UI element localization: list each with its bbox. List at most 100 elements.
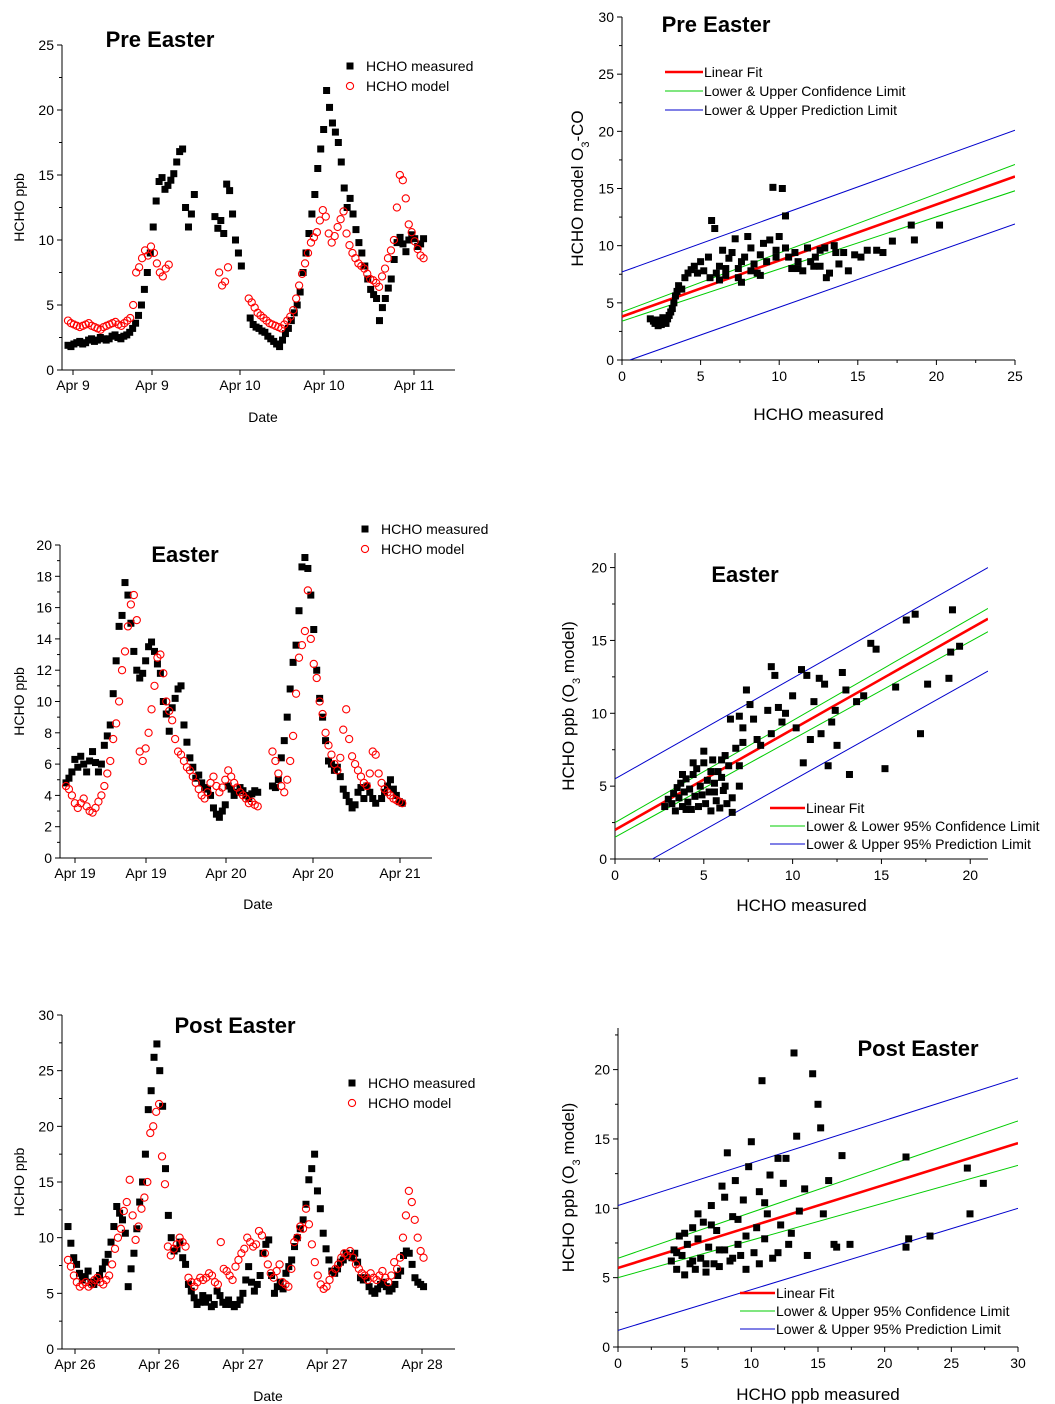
- data-point-model: [291, 689, 301, 698]
- data-point: [739, 724, 747, 732]
- y-axis-label: HCHO ppb: [11, 1148, 27, 1217]
- y-axis-label: HCHO ppb: [11, 173, 27, 242]
- x-tick-label: 15: [874, 867, 890, 883]
- data-point-measured: [101, 1258, 109, 1266]
- data-point: [684, 798, 692, 806]
- data-point-measured: [336, 773, 344, 781]
- data-point-model: [334, 1260, 343, 1269]
- legend-label: HCHO model: [366, 78, 449, 94]
- data-point: [664, 795, 672, 803]
- data-point-measured: [130, 1249, 138, 1257]
- data-point: [794, 265, 802, 273]
- data-point: [810, 262, 818, 270]
- data-point: [689, 1224, 697, 1232]
- data-point-measured: [396, 233, 404, 241]
- y-tick-label: 20: [38, 102, 54, 118]
- data-point-model: [315, 697, 324, 706]
- data-point-measured: [229, 210, 237, 218]
- data-point: [700, 267, 708, 275]
- data-point: [683, 1240, 691, 1248]
- series-model: [63, 170, 428, 334]
- legend-label: Lower & Lower 95% Confidence Limit: [806, 818, 1040, 834]
- data-point-measured: [373, 295, 381, 302]
- data-point-model: [339, 207, 348, 216]
- data-point-measured: [136, 674, 144, 682]
- data-point: [863, 246, 871, 254]
- legend: HCHO measured HCHO model: [345, 58, 473, 94]
- data-point: [686, 785, 694, 793]
- data-point-model: [72, 1278, 81, 1287]
- data-point-measured: [74, 763, 82, 771]
- data-point-model: [150, 681, 159, 690]
- data-point: [799, 759, 807, 767]
- x-axis-label: HCHO measured: [753, 405, 883, 424]
- y-tick-label: 15: [591, 632, 607, 648]
- data-point: [737, 1251, 745, 1259]
- data-point-measured: [302, 249, 310, 257]
- data-point-measured: [83, 768, 91, 776]
- data-point-model: [209, 772, 218, 781]
- data-point-measured: [190, 1294, 198, 1302]
- data-point: [725, 254, 733, 262]
- data-point-measured: [150, 647, 158, 655]
- data-point: [718, 756, 726, 764]
- data-point-measured: [394, 1272, 402, 1280]
- data-point: [816, 246, 824, 254]
- data-point: [728, 808, 736, 816]
- chart-title: Post Easter: [174, 1013, 295, 1038]
- data-point: [844, 267, 852, 275]
- data-point-model: [110, 1244, 120, 1253]
- y-tick-label: 0: [606, 352, 614, 368]
- data-point: [791, 249, 799, 257]
- data-point: [798, 666, 805, 674]
- y-tick-label: 30: [38, 1007, 54, 1023]
- y-tick-label: 15: [38, 167, 54, 183]
- data-point-model: [119, 1206, 128, 1216]
- data-point-measured: [327, 760, 335, 768]
- data-point-measured: [322, 737, 330, 745]
- data-point-model: [137, 1204, 146, 1213]
- y-tick-label: 0: [44, 850, 52, 866]
- data-point-measured: [236, 1296, 244, 1304]
- data-point-measured: [301, 554, 309, 562]
- data-point: [755, 1188, 763, 1196]
- data-point-model: [214, 268, 224, 277]
- data-point-measured: [271, 784, 279, 792]
- data-point-model: [331, 1264, 340, 1273]
- data-point-measured: [211, 213, 219, 221]
- data-point-model: [93, 1273, 102, 1282]
- data-point: [705, 1243, 713, 1251]
- data-point: [681, 1271, 689, 1279]
- data-point-model: [81, 1278, 90, 1287]
- data-point-measured: [73, 1260, 81, 1268]
- data-point-measured: [405, 1249, 413, 1257]
- data-point-model: [274, 769, 283, 778]
- data-point: [671, 292, 679, 300]
- data-point-measured: [411, 1274, 419, 1282]
- data-point-model: [321, 728, 330, 737]
- data-point-measured: [313, 666, 321, 674]
- data-point-measured: [121, 579, 129, 587]
- data-point-model: [333, 222, 342, 232]
- data-point: [670, 789, 678, 797]
- data-point: [766, 1171, 774, 1179]
- data-point-model: [246, 1237, 255, 1247]
- x-tick-label: Apr 10: [219, 377, 260, 393]
- data-point-model: [345, 1246, 355, 1256]
- data-point-model: [333, 766, 342, 775]
- data-point-measured: [190, 191, 198, 198]
- data-point-measured: [140, 285, 148, 293]
- data-point-measured: [408, 231, 416, 239]
- y-tick-label: 2: [44, 819, 52, 835]
- y-tick-label: 12: [36, 662, 52, 678]
- data-point: [822, 274, 830, 282]
- data-point-measured: [374, 1285, 382, 1293]
- data-point-measured: [127, 619, 135, 627]
- data-point: [759, 239, 767, 247]
- data-point-measured: [328, 119, 336, 127]
- data-point-model: [294, 653, 304, 662]
- data-point: [979, 1179, 987, 1187]
- data-point-model: [100, 781, 109, 791]
- data-point: [828, 718, 836, 726]
- y-tick-label: 5: [602, 1270, 610, 1286]
